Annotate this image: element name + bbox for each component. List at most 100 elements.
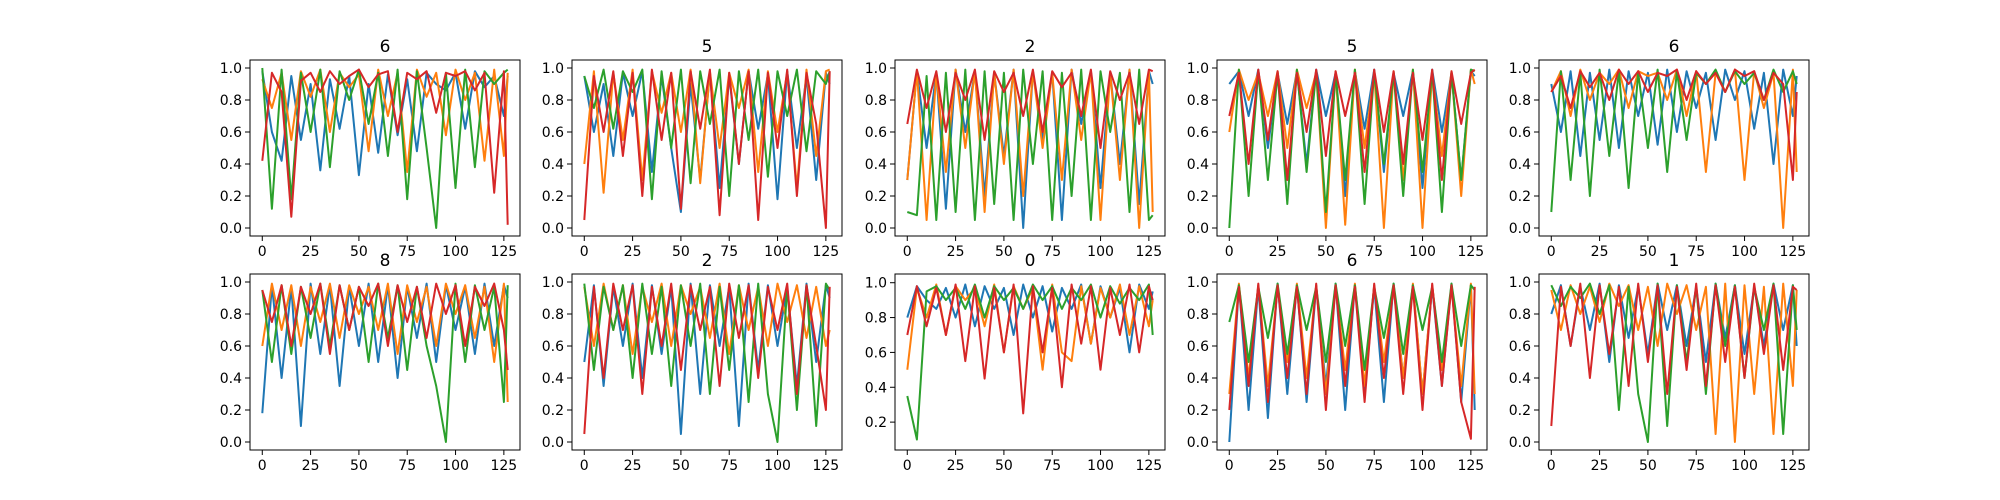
x-tick-label: 0 bbox=[1225, 458, 1234, 474]
x-tick-label: 50 bbox=[672, 458, 690, 474]
y-tick-label: 1.0 bbox=[542, 275, 564, 291]
y-tick-label: 0.6 bbox=[1187, 339, 1209, 355]
series-line-2 bbox=[583, 68, 831, 201]
subplot-5: 8 0 25 50 75 100 125 0.0 0.2 0.4 0.6 0.8 1.0 bbox=[220, 251, 521, 474]
x-tick-label: 75 bbox=[1365, 458, 1383, 474]
x-tick-label: 125 bbox=[812, 458, 839, 474]
x-tick-label: 125 bbox=[1779, 244, 1806, 260]
x-tick-label: 50 bbox=[995, 244, 1013, 260]
y-tick-label: 0.4 bbox=[1509, 371, 1531, 387]
y-tick-label: 0.2 bbox=[220, 403, 242, 419]
x-tick-label: 125 bbox=[812, 244, 839, 260]
x-tick-label: 100 bbox=[1087, 244, 1114, 260]
x-tick-label: 50 bbox=[672, 244, 690, 260]
y-tick-label: 0.6 bbox=[542, 339, 564, 355]
series-line-3 bbox=[906, 68, 1154, 149]
x-tick-label: 100 bbox=[1409, 244, 1436, 260]
y-tick-label: 0.0 bbox=[542, 435, 564, 451]
y-tick-label: 0.0 bbox=[1187, 435, 1209, 451]
y-tick-label: 0.6 bbox=[220, 125, 242, 141]
series-line-2 bbox=[1550, 282, 1798, 443]
y-tick-label: 0.2 bbox=[542, 403, 564, 419]
y-tick-label: 0.4 bbox=[220, 157, 242, 173]
panel-title: 6 bbox=[1347, 251, 1358, 271]
panel-title: 2 bbox=[1025, 37, 1036, 57]
series-line-3 bbox=[583, 282, 831, 435]
x-tick-label: 0 bbox=[903, 244, 912, 260]
x-tick-label: 50 bbox=[1317, 458, 1335, 474]
x-tick-label: 100 bbox=[1731, 458, 1758, 474]
x-tick-label: 75 bbox=[1687, 244, 1705, 260]
axes-frame bbox=[1216, 59, 1488, 237]
series-line-2 bbox=[906, 283, 1154, 441]
panel-title: 6 bbox=[380, 37, 391, 57]
y-tick-label: 0.2 bbox=[865, 415, 887, 431]
series-line-3 bbox=[1228, 68, 1476, 181]
x-tick-label: 125 bbox=[1457, 244, 1484, 260]
y-tick-label: 0.6 bbox=[865, 125, 887, 141]
y-tick-label: 0.2 bbox=[1187, 189, 1209, 205]
x-tick-label: 25 bbox=[1591, 244, 1609, 260]
y-tick-label: 0.8 bbox=[1509, 307, 1531, 323]
y-tick-label: 0.2 bbox=[1509, 403, 1531, 419]
x-tick-label: 50 bbox=[350, 244, 368, 260]
x-tick-label: 50 bbox=[350, 458, 368, 474]
panel-title: 0 bbox=[1025, 251, 1036, 271]
x-tick-label: 0 bbox=[258, 244, 267, 260]
axes-frame bbox=[571, 59, 843, 237]
x-tick-label: 25 bbox=[1269, 458, 1287, 474]
y-tick-label: 0.4 bbox=[1509, 157, 1531, 173]
axes-frame bbox=[571, 273, 843, 451]
axes-frame bbox=[1216, 273, 1488, 451]
y-tick-label: 0.2 bbox=[220, 189, 242, 205]
x-tick-label: 0 bbox=[903, 458, 912, 474]
y-tick-label: 0.4 bbox=[865, 157, 887, 173]
y-tick-label: 1.0 bbox=[220, 61, 242, 77]
x-tick-label: 75 bbox=[720, 458, 738, 474]
x-tick-label: 100 bbox=[1731, 244, 1758, 260]
series-line-2 bbox=[1228, 68, 1476, 229]
axes-frame bbox=[894, 59, 1166, 237]
x-tick-label: 50 bbox=[1639, 458, 1657, 474]
subplot-6: 2 0 25 50 75 100 125 0.0 0.2 0.4 0.6 0.8 1.0 bbox=[542, 251, 843, 474]
y-tick-label: 1.0 bbox=[1187, 61, 1209, 77]
y-tick-label: 1.0 bbox=[865, 61, 887, 77]
axes-frame bbox=[249, 273, 521, 451]
y-tick-label: 0.0 bbox=[220, 435, 242, 451]
y-tick-label: 1.0 bbox=[220, 275, 242, 291]
axes-frame bbox=[1538, 273, 1810, 451]
x-tick-label: 75 bbox=[1687, 458, 1705, 474]
x-tick-label: 100 bbox=[442, 458, 469, 474]
series-line-1 bbox=[1550, 282, 1798, 443]
panel-title: 5 bbox=[702, 37, 713, 57]
y-tick-label: 1.0 bbox=[1509, 275, 1531, 291]
y-tick-label: 0.2 bbox=[865, 189, 887, 205]
x-tick-label: 25 bbox=[1269, 244, 1287, 260]
x-tick-label: 125 bbox=[490, 244, 517, 260]
x-tick-label: 100 bbox=[764, 458, 791, 474]
y-tick-label: 0.8 bbox=[865, 311, 887, 327]
series-line-3 bbox=[906, 283, 1154, 415]
x-tick-label: 0 bbox=[580, 244, 589, 260]
series-line-3 bbox=[1550, 282, 1798, 427]
y-tick-label: 0.4 bbox=[542, 371, 564, 387]
x-tick-label: 125 bbox=[1135, 458, 1162, 474]
panel-title: 5 bbox=[1347, 37, 1358, 57]
y-tick-label: 0.0 bbox=[1509, 435, 1531, 451]
y-tick-label: 0.8 bbox=[220, 307, 242, 323]
x-tick-label: 0 bbox=[1547, 458, 1556, 474]
y-tick-label: 0.0 bbox=[220, 221, 242, 237]
subplot-2: 2 0 25 50 75 100 125 0.0 0.2 0.4 0.6 0.8 1.0 bbox=[865, 37, 1166, 260]
x-tick-label: 125 bbox=[1779, 458, 1806, 474]
subplot-0: 6 0 25 50 75 100 125 0.0 0.2 0.4 0.6 0.8 1.0 bbox=[220, 37, 521, 260]
x-tick-label: 25 bbox=[302, 458, 320, 474]
x-tick-label: 125 bbox=[1135, 244, 1162, 260]
series-line-3 bbox=[1228, 282, 1476, 440]
y-tick-label: 0.2 bbox=[1187, 403, 1209, 419]
x-tick-label: 25 bbox=[624, 244, 642, 260]
x-tick-label: 75 bbox=[1043, 244, 1061, 260]
x-tick-label: 25 bbox=[1591, 458, 1609, 474]
subplot-7: 0 0 25 50 75 100 125 0.2 0.4 0.6 0.8 1.0 bbox=[865, 251, 1166, 474]
axes-frame bbox=[1538, 59, 1810, 237]
